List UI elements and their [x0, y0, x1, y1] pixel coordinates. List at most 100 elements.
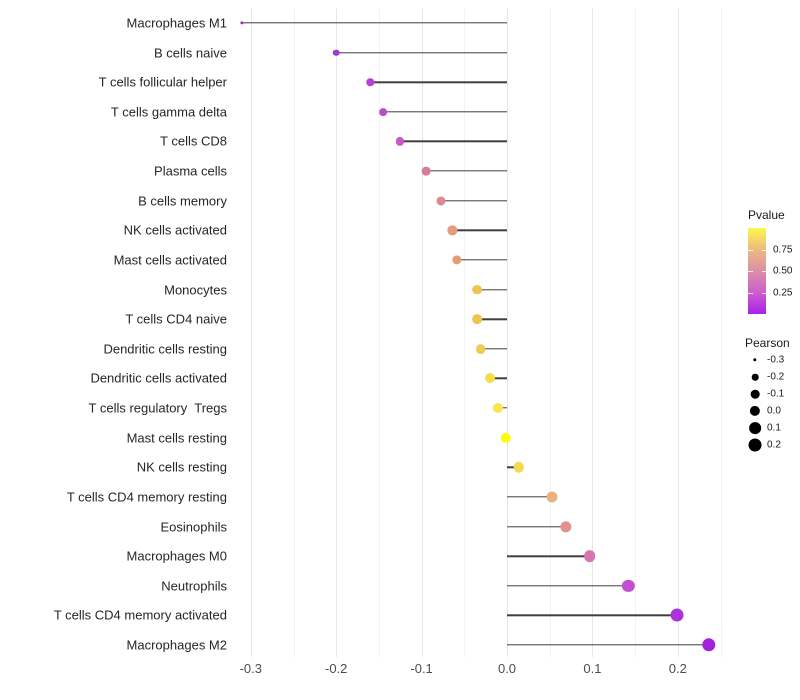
y-axis-label: Macrophages M2 [126, 637, 227, 653]
pearson-size-label: -0.3 [767, 354, 785, 366]
colorbar-tick-label: 0.25 [773, 287, 793, 298]
y-axis-label: Mast cells activated [113, 252, 227, 268]
data-point-dot [670, 608, 684, 622]
y-axis-label: Dendritic cells activated [90, 370, 227, 386]
data-point-dot [366, 78, 375, 86]
lollipop-stick [507, 466, 519, 468]
pearson-size-dot [749, 422, 761, 434]
colorbar-tick-label: 0.50 [773, 265, 793, 277]
grid-line-minor [549, 8, 551, 657]
grid-line-minor [720, 8, 722, 657]
data-point-dot [396, 137, 405, 146]
x-axis-tick-label: -0.2 [324, 661, 348, 676]
colorbar-tick-label: 0.75 [773, 244, 793, 255]
y-axis-label: T cells CD4 naive [125, 311, 227, 327]
pearson-size-label: -0.2 [767, 371, 785, 383]
data-point-dot [546, 491, 558, 503]
x-axis-tick-label: -0.3 [239, 661, 262, 676]
y-axis-label: Mast cells resting [126, 430, 227, 446]
data-point-dot [379, 107, 388, 116]
lollipop-stick [507, 555, 590, 557]
grid-line-minor [378, 8, 380, 657]
pearson-size-label: -0.1 [767, 388, 785, 400]
y-axis-label: T cells CD8 [160, 133, 227, 149]
grid-line-major [507, 8, 508, 657]
y-axis-label: B cells memory [138, 193, 227, 209]
pearson-size-dot [753, 358, 757, 362]
data-point-dot [475, 343, 486, 354]
lollipop-stick [242, 22, 507, 24]
lollipop-stick [477, 318, 507, 320]
grid-line-major [592, 8, 594, 657]
y-axis-label: B cells naive [154, 45, 227, 61]
colorbar-tick-mark [748, 249, 753, 251]
grid-line-major [677, 8, 679, 657]
pearson-size-dot [751, 373, 759, 381]
y-axis-label: T cells gamma delta [110, 104, 227, 120]
lollipop-stick [489, 377, 507, 380]
lollipop-stick [507, 585, 629, 587]
grid-line-minor [464, 8, 466, 657]
data-point-dot [513, 462, 525, 473]
data-point-dot [332, 49, 340, 56]
data-point-dot [472, 284, 482, 295]
pearson-size-label: 0.1 [767, 422, 781, 434]
colorbar-tick-mark [761, 249, 766, 251]
data-point-dot [436, 196, 446, 206]
data-point-dot [421, 166, 431, 176]
y-axis-label: Macrophages M1 [126, 15, 227, 31]
y-axis-label: Plasma cells [154, 163, 227, 179]
x-axis-tick-label: -0.1 [410, 661, 433, 676]
y-axis-label: NK cells resting [136, 459, 227, 475]
pearson-size-dot [748, 438, 762, 452]
lollipop-stick [477, 288, 507, 291]
y-axis-label: T cells follicular helper [98, 74, 227, 90]
y-axis-label: Monocytes [164, 282, 227, 298]
pearson-size-label: 0.2 [767, 439, 781, 451]
lollipop-stick [507, 496, 553, 498]
pearson-size-label: 0.0 [767, 405, 781, 417]
x-axis-tick-label: 0.1 [583, 661, 602, 676]
data-point-dot [501, 432, 512, 443]
lollipop-stick [370, 81, 507, 83]
colorbar-tick-mark [748, 292, 753, 294]
y-axis-label: Macrophages M0 [126, 548, 227, 564]
data-point-dot [447, 225, 457, 235]
data-point-dot [560, 520, 572, 533]
grid-line-minor [293, 8, 295, 657]
pearson-legend-title: Pearson [745, 336, 790, 350]
y-axis-label: Dendritic cells resting [103, 341, 227, 357]
x-axis-tick-label: 0.2 [668, 661, 687, 676]
colorbar-tick-mark [748, 271, 753, 272]
grid-line-minor [635, 8, 637, 657]
data-point-dot [701, 638, 716, 652]
pearson-size-dot [750, 389, 760, 399]
data-point-dot [492, 402, 503, 414]
grid-line-major [250, 8, 252, 657]
y-axis-label: Eosinophils [160, 519, 228, 535]
grid-line-major [421, 8, 423, 657]
y-axis-label: T cells CD4 memory activated [53, 607, 227, 623]
lollipop-stick [383, 111, 507, 113]
data-point-dot [472, 314, 482, 325]
lollipop-stick [441, 200, 507, 202]
lollipop-stick [507, 644, 709, 646]
data-point-dot [451, 255, 462, 265]
pvalue-legend-title: Pvalue [748, 208, 785, 222]
data-point-dot [240, 21, 244, 25]
colorbar-tick-mark [761, 292, 766, 294]
data-point-dot [622, 579, 635, 592]
colorbar-tick-mark [761, 271, 766, 272]
lollipop-stick [400, 140, 507, 143]
data-point-dot [584, 550, 596, 562]
x-axis-tick-label: 0.0 [497, 661, 517, 676]
grid-line-major [336, 8, 338, 657]
lollipop-stick [507, 614, 677, 617]
lollipop-stick [336, 51, 507, 54]
pearson-size-dot [749, 405, 761, 417]
y-axis-label: NK cells activated [123, 222, 227, 238]
lollipop-stick [507, 525, 566, 528]
lollipop-stick [456, 259, 507, 261]
data-point-dot [484, 373, 495, 384]
